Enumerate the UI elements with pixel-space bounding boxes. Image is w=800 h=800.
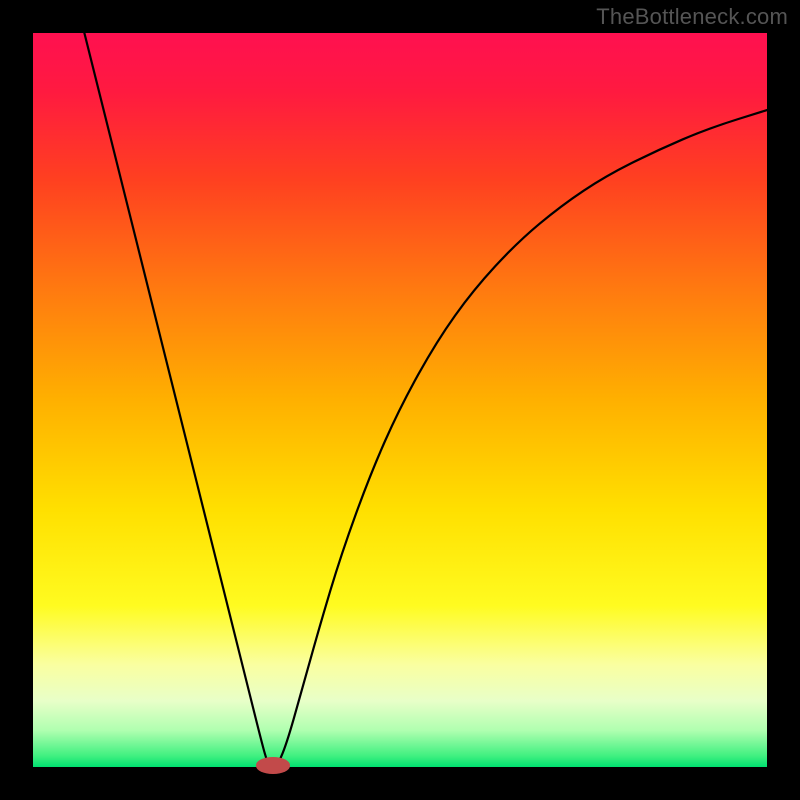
bottleneck-curve [33,33,767,767]
watermark-text: TheBottleneck.com [596,4,788,30]
minimum-marker [256,757,290,773]
curve-left-branch [84,33,270,767]
curve-right-branch [277,110,767,767]
chart-plot-area [33,33,767,767]
